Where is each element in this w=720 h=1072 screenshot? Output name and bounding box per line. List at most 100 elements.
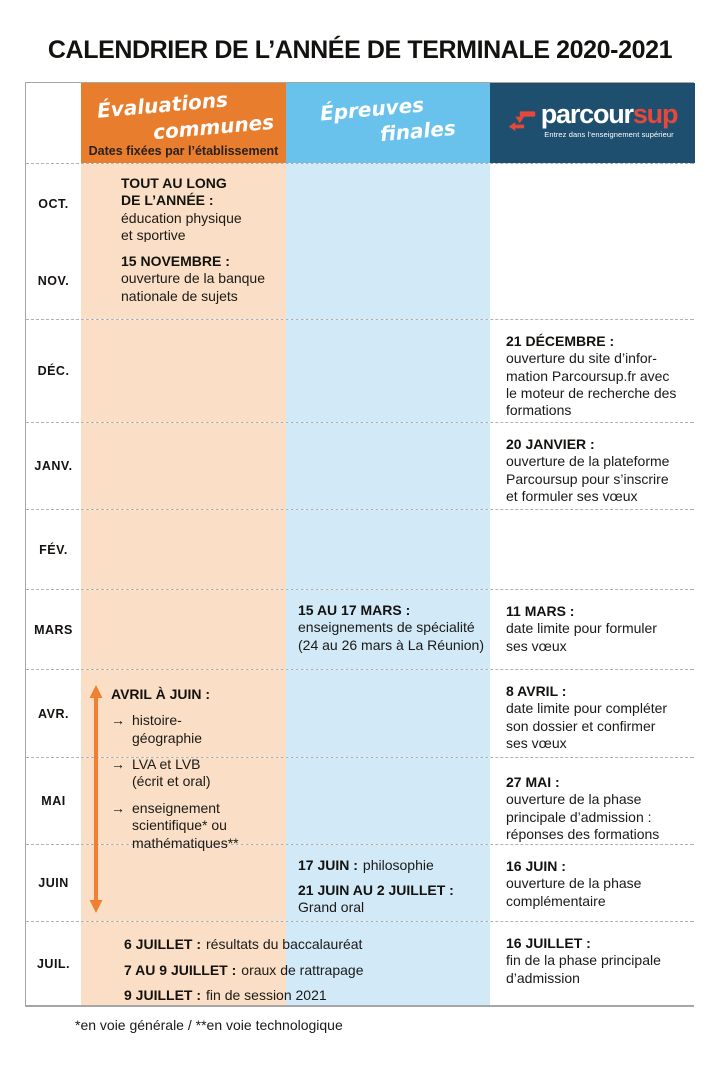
header-gutter [26,83,81,163]
event-date: 15 NOVEMBRE : [121,253,230,269]
event-date: 20 JANVIER : [506,436,595,452]
row-oct: OCT. TOUT AU LONG DE L’ANNÉE : éducation… [26,163,695,245]
cell-janv-evaluations [81,423,286,509]
month-label-mars: MARS [34,622,73,637]
event-description: ouverture du site d’infor- mation Parcou… [506,350,677,419]
event-description: fin de la phase principale d’admission [506,952,661,986]
cell-avr-epreuves [286,670,490,757]
event-date: 6 JUILLET : [124,936,202,952]
cell-nov-epreuves [286,242,490,319]
row-mai: MAI 27 MAI : ouverture de la phase princ… [26,757,695,844]
event-description: date limite pour compléter son dossier e… [506,700,668,752]
parcoursup-tagline: Entrez dans l’enseignement supérieur [544,130,674,139]
event-description: ouverture de la phase principale d’admis… [506,791,660,843]
row-nov: NOV. 15 NOVEMBRE : ouverture de la banqu… [26,241,695,319]
event-description: ouverture de la phase complémentaire [506,875,642,909]
event-description: ouverture de la banque nationale de suje… [121,270,265,304]
month-label-mai: MAI [41,794,66,808]
month-label-fev: FÉV. [39,542,68,557]
event-description: histoire- géographie [132,712,203,746]
april-june-range-arrow-icon [89,685,103,913]
event-description: Grand oral [298,899,365,916]
cell-juil-parcoursup: 16 JUILLET : fin de la phase principale … [490,922,695,1005]
cell-fev-evaluations [81,510,286,589]
evaluations-subtitle: Dates fixées par l’établissement [88,144,279,158]
cell-mars-evaluations [81,590,286,669]
parcoursup-wordmark: parcoursup Entrez dans l’enseignement su… [540,99,679,140]
event-date: 9 JUILLET : [124,987,202,1003]
juillet-results-block: 6 JUILLET : résultats du baccalauréat 7 A… [124,936,504,1013]
cell-juin-evaluations [81,845,286,921]
cell-juin-epreuves: 17 JUIN : philosophie 21 JUIN AU 2 JUILLE… [286,845,490,921]
brand-text-red: sup [632,99,679,129]
month-label-janv: JANV. [34,459,73,473]
event-date: 21 JUIN AU 2 JUILLET : [298,882,454,898]
cell-fev-epreuves [286,510,490,589]
list-item: 6 JUILLET : résultats du baccalauréat [124,936,504,954]
month-label-juil: JUIL. [36,956,71,971]
cell-mai-evaluations [81,758,286,844]
cell-avr-parcoursup: 8 AVRIL : date limite pour compléter son… [490,670,695,757]
epreuves-title-line2: finales [379,115,457,146]
row-juin: JUIN 17 JUIN : philosophie 21 JUIN AU 2 J… [26,844,695,921]
month-label-oct: OCT. [38,197,69,212]
column-header-epreuves-finales: Épreuves finales [286,83,490,163]
event-description: date limite pour formuler ses vœux [506,620,657,654]
event-date: 8 AVRIL : [506,683,567,699]
parcoursup-logo-arrows-icon [508,111,535,131]
row-avr: AVR. 8 AVRIL : date limite pour compléte… [26,669,695,757]
cell-juil-epreuves [286,922,490,1005]
cell-nov-evaluations: 15 NOVEMBRE : ouverture de la banque nat… [81,242,286,319]
event-date: 27 MAI : [506,774,560,790]
row-dec: DÉC. 21 DÉCEMBRE : ouverture du site d’i… [26,319,695,422]
parcoursup-logo: parcoursup Entrez dans l’enseignement su… [508,101,678,139]
cell-mai-epreuves [286,758,490,844]
event-description: résultats du baccalauréat [206,936,363,952]
cell-mai-parcoursup: 27 MAI : ouverture de la phase principal… [490,758,695,844]
event-date: AVRIL À JUIN : [111,686,211,702]
cell-fev-parcoursup [490,510,695,589]
bullet-arrow-icon: → [111,756,125,773]
row-juil: JUIL. 16 JUILLET : fin de la phase princ… [26,921,695,1005]
cell-dec-evaluations [81,320,286,422]
cell-juin-parcoursup: 16 JUIN : ouverture de la phase compléme… [490,845,695,921]
month-label-nov: NOV. [37,273,70,288]
column-header-parcoursup: parcoursup Entrez dans l’enseignement su… [490,83,695,163]
page-title: CALENDRIER DE L’ANNÉE DE TERMINALE 2020-… [47,36,673,64]
month-label-juin: JUIN [38,876,69,890]
footnote: *en voie générale / **en voie technologi… [75,1017,343,1033]
cell-mars-epreuves: 15 AU 17 MARS : enseignements de spécial… [286,590,490,669]
cell-janv-epreuves [286,423,490,509]
cell-oct-parcoursup [490,164,695,245]
event-description: enseignements de spécialité (24 au 26 ma… [298,619,484,653]
event-description: ouverture de la plateforme Parcoursup po… [506,453,670,505]
event-date: 21 DÉCEMBRE : [506,333,615,349]
cell-dec-epreuves [286,320,490,422]
month-label-dec: DÉC. [37,364,70,378]
list-item: 7 AU 9 JUILLET : oraux de rattrapage [124,962,504,980]
bullet-arrow-icon: → [111,799,125,816]
brand-text-white: parcour [540,99,634,129]
month-label-avr: AVR. [38,706,69,721]
row-fev: FÉV. [26,509,695,589]
event-date: 16 JUILLET : [506,935,591,951]
event-date: 7 AU 9 JUILLET : [124,961,237,978]
row-mars: MARS 15 AU 17 MARS : enseignements de sp… [26,589,695,669]
event-date: 15 AU 17 MARS : [298,602,411,618]
cell-mars-parcoursup: 11 MARS : date limite pour formuler ses … [490,590,695,669]
cell-oct-evaluations: TOUT AU LONG DE L’ANNÉE : éducation phys… [81,164,286,245]
event-description: philosophie [362,857,434,873]
event-date: 16 JUIN : [506,858,566,874]
event-description: éducation physique et sportive [121,209,242,244]
row-janv: JANV. 20 JANVIER : ouverture de la plate… [26,422,695,509]
column-header-evaluations-communes: Évaluations communes Dates fixées par l’… [81,83,286,163]
calendar-table: Évaluations communes Dates fixées par l’… [25,82,695,1007]
cell-dec-parcoursup: 21 DÉCEMBRE : ouverture du site d’infor-… [490,320,695,422]
cell-juil-evaluations [81,922,286,1005]
event-description: enseignement scientifique* ou mathématiq… [132,799,239,851]
cell-avr-evaluations [81,670,286,757]
event-description: LVA et LVB (écrit et oral) [132,756,211,790]
cell-oct-epreuves [286,164,490,245]
list-item: → LVA et LVB (écrit et oral) [111,756,289,791]
cell-nov-parcoursup [490,242,695,319]
